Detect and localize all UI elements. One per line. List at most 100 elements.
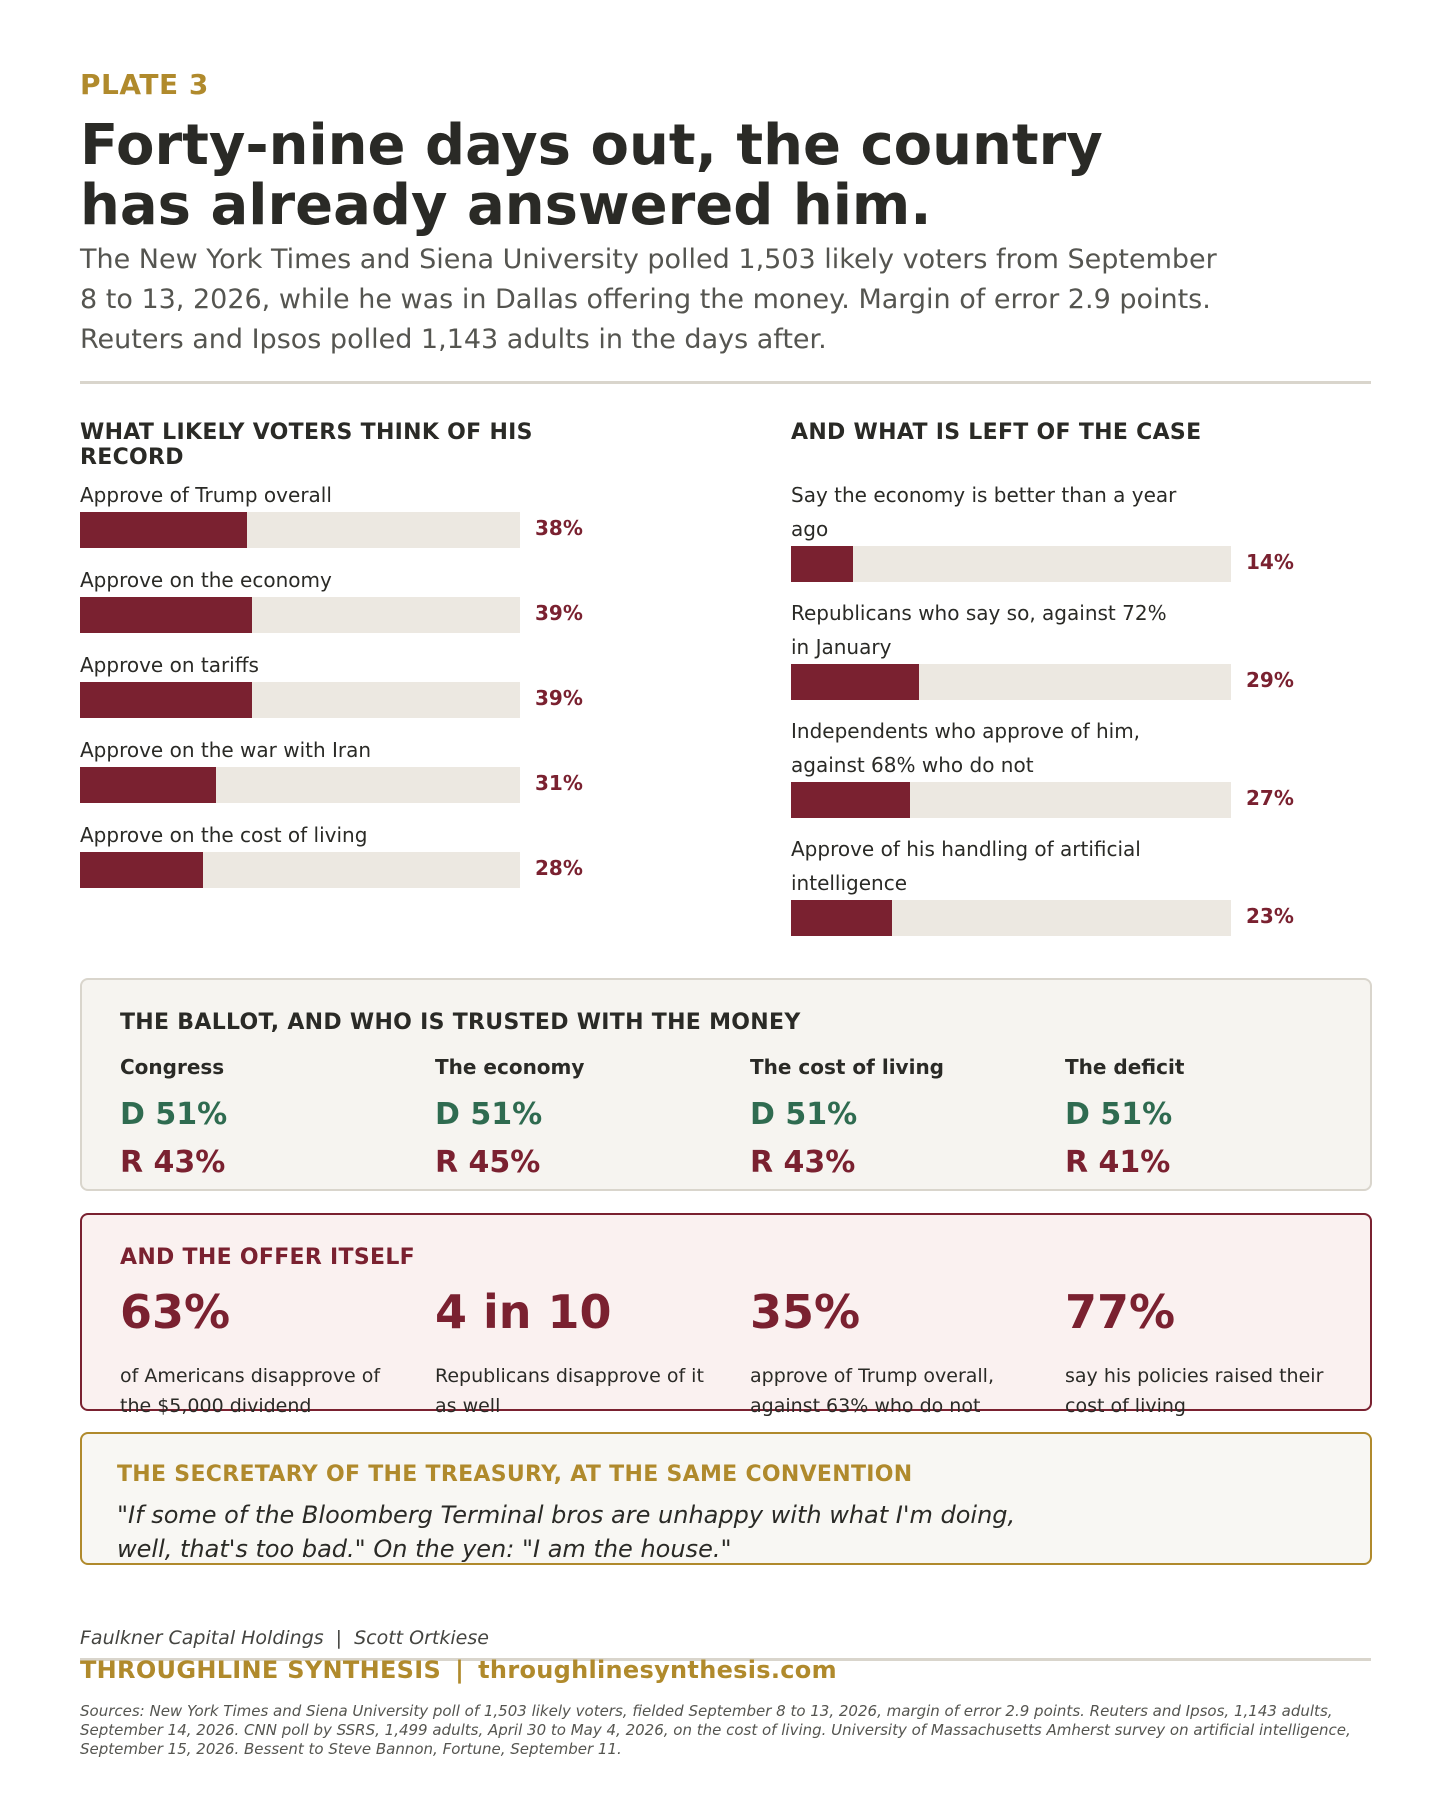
bar-fill [80, 767, 217, 803]
bar-item: Say the economy is better than a year ag… [791, 478, 1351, 596]
case-chart-title: AND WHAT IS LEFT OF THE CASE [791, 420, 1202, 445]
top-divider [80, 381, 1371, 384]
bar-track [791, 664, 1231, 700]
brand-name: THROUGHLINE SYNTHESIS [80, 1656, 442, 1684]
bar-item: Approve on the cost of living 28% [80, 818, 640, 903]
ballot-item-economy: The economy D 51% R 45% [435, 1055, 735, 1181]
bar-track [80, 512, 520, 548]
byline-separator: | [335, 1627, 343, 1649]
record-chart: WHAT LIKELY VOTERS THINK OF HIS RECORD A… [80, 420, 640, 903]
bar-item: Approve on the war with Iran 31% [80, 733, 640, 818]
bar-value-label: 29% [1246, 668, 1294, 692]
bar-track [80, 597, 520, 633]
bar-label: Independents who approve of him, against… [791, 719, 1141, 777]
offer-stat-desc: approve of Trump overall, against 63% wh… [750, 1365, 994, 1417]
bar-label: Approve of his handling of artificial in… [791, 837, 1141, 895]
ballot-rep-share: R 43% [120, 1145, 226, 1180]
offer-panel: AND THE OFFER ITSELF 63% of Americans di… [80, 1213, 1372, 1417]
byline-author: Scott Ortkiese [354, 1627, 489, 1649]
bar-value-label: 31% [535, 771, 583, 795]
bar-item: Approve of Trump overall 38% [80, 478, 640, 563]
bar-fill [791, 782, 910, 818]
quote-text: "If some of the Bloomberg Terminal bros … [117, 1501, 1016, 1563]
ballot-dem-share: D 51% [120, 1097, 228, 1132]
offer-stat: 63% of Americans disapprove of the $5,00… [120, 1285, 410, 1421]
quote-title: THE SECRETARY OF THE TREASURY, AT THE SA… [117, 1462, 913, 1487]
bar-label: Approve of Trump overall [80, 483, 332, 507]
bar-item: Republicans who say so, against 72% in J… [791, 596, 1351, 714]
ballot-panel: THE BALLOT, AND WHO IS TRUSTED WITH THE … [80, 978, 1372, 1191]
bar-item: Approve on tariffs 39% [80, 648, 640, 733]
bar-value-label: 39% [535, 601, 583, 625]
bar-row: 28% [80, 852, 640, 888]
ballot-item-congress: Congress D 51% R 43% [120, 1055, 420, 1181]
brand-url-link[interactable]: throughlinesynthesis.com [478, 1656, 837, 1684]
bar-item: Approve on the economy 39% [80, 563, 640, 648]
bar-label: Approve on the economy [80, 568, 332, 592]
bar-track [80, 852, 520, 888]
ballot-item-cost-of-living: The cost of living D 51% R 43% [750, 1055, 1050, 1181]
bar-label: Approve on the war with Iran [80, 738, 372, 762]
brand-separator: | [455, 1656, 465, 1684]
ballot-item-label: Congress [120, 1055, 225, 1079]
case-bars: Say the economy is better than a year ag… [791, 478, 1351, 950]
bar-row: 31% [80, 767, 640, 803]
quote-panel: THE SECRETARY OF THE TREASURY, AT THE SA… [80, 1432, 1372, 1565]
bar-track [80, 682, 520, 718]
bar-label: Approve on the cost of living [80, 823, 368, 847]
plate-label: PLATE 3 [80, 68, 209, 101]
page-title: Forty-nine days out, the country has alr… [80, 113, 1103, 238]
offer-title: AND THE OFFER ITSELF [120, 1245, 415, 1270]
ballot-rep-share: R 45% [435, 1145, 541, 1180]
bar-row: 23% [791, 900, 1351, 936]
case-chart: AND WHAT IS LEFT OF THE CASE Say the eco… [791, 420, 1351, 950]
bar-fill [80, 682, 252, 718]
bar-fill [791, 664, 919, 700]
ballot-dem-share: D 51% [750, 1097, 858, 1132]
ballot-item-label: The economy [435, 1055, 585, 1079]
bar-row: 39% [80, 597, 640, 633]
bar-fill [80, 597, 252, 633]
ballot-item-label: The cost of living [750, 1055, 944, 1079]
offer-stat-desc: say his policies raised their cost of li… [1065, 1365, 1324, 1417]
bar-fill [791, 900, 893, 936]
ballot-rep-share: R 43% [750, 1145, 856, 1180]
ballot-title: THE BALLOT, AND WHO IS TRUSTED WITH THE … [120, 1010, 801, 1035]
record-bars: Approve of Trump overall 38% Approve on th… [80, 478, 640, 903]
offer-stat-value: 35% [750, 1285, 861, 1339]
sources-note: Sources: New York Times and Siena Univer… [80, 1702, 1351, 1758]
bar-item: Independents who approve of him, against… [791, 714, 1351, 832]
byline: Faulkner Capital Holdings | Scott Ortkiese [80, 1627, 489, 1649]
offer-stat-desc: of Americans disapprove of the $5,000 di… [120, 1365, 381, 1417]
brand-line: THROUGHLINE SYNTHESIS | throughlinesynthes… [80, 1656, 837, 1684]
bar-fill [791, 546, 853, 582]
bar-value-label: 38% [535, 516, 583, 540]
offer-stat-value: 63% [120, 1285, 231, 1339]
offer-stat-value: 4 in 10 [435, 1285, 612, 1339]
bar-label: Say the economy is better than a year ag… [791, 483, 1177, 541]
ballot-item-label: The deficit [1065, 1055, 1185, 1079]
bar-row: 38% [80, 512, 640, 548]
offer-stat: 4 in 10 Republicans disapprove of it as … [435, 1285, 725, 1421]
bottom-divider [80, 1658, 1371, 1661]
bar-track [791, 900, 1231, 936]
ballot-item-deficit: The deficit D 51% R 41% [1065, 1055, 1365, 1181]
bar-track [80, 767, 520, 803]
offer-stat: 35% approve of Trump overall, against 63… [750, 1285, 1040, 1421]
record-chart-title: WHAT LIKELY VOTERS THINK OF HIS RECORD [80, 420, 533, 470]
bar-item: Approve of his handling of artificial in… [791, 832, 1351, 950]
byline-org: Faulkner Capital Holdings [80, 1627, 324, 1649]
offer-stat: 77% say his policies raised their cost o… [1065, 1285, 1355, 1421]
bar-fill [80, 852, 204, 888]
bar-label: Republicans who say so, against 72% in J… [791, 601, 1167, 659]
ballot-rep-share: R 41% [1065, 1145, 1171, 1180]
ballot-dem-share: D 51% [1065, 1097, 1173, 1132]
bar-value-label: 14% [1246, 550, 1294, 574]
bar-row: 14% [791, 546, 1351, 582]
bar-track [791, 546, 1231, 582]
deck-text: The New York Times and Siena University … [80, 244, 1217, 355]
bar-row: 27% [791, 782, 1351, 818]
bar-fill [80, 512, 248, 548]
bar-value-label: 28% [535, 856, 583, 880]
bar-value-label: 27% [1246, 786, 1294, 810]
